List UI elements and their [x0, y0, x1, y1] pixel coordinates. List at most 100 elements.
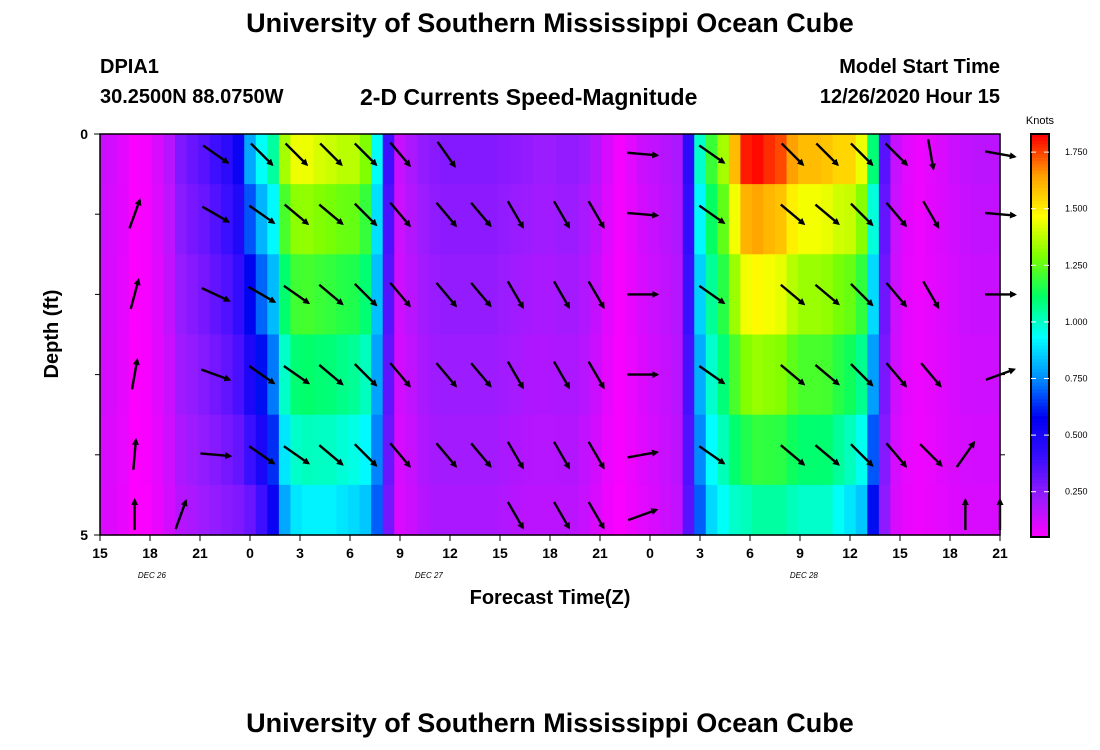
heatmap-cell: [890, 184, 903, 255]
heatmap-cell: [613, 414, 626, 486]
x-tick-label: 18: [942, 545, 958, 561]
heatmap-cell: [278, 414, 291, 486]
heatmap-cell: [751, 254, 765, 336]
heatmap-cell: [578, 484, 591, 536]
heatmap-cell: [509, 184, 522, 255]
heatmap-cell: [855, 184, 868, 255]
colorbar-segment: [1031, 140, 1049, 145]
heatmap-cell: [371, 134, 384, 185]
heatmap-cell: [382, 484, 395, 536]
colorbar-segment: [1031, 429, 1049, 434]
colorbar-segment: [1031, 382, 1049, 387]
heatmap-cell: [278, 184, 291, 255]
heatmap-cell: [948, 334, 961, 416]
heatmap-cell: [601, 184, 615, 255]
heatmap-cell: [659, 254, 672, 336]
heatmap-cell: [982, 414, 995, 486]
heatmap-cell: [532, 184, 545, 255]
current-vector: [885, 282, 908, 308]
heatmap-cell: [555, 184, 568, 255]
colorbar-segment: [1031, 275, 1049, 280]
colorbar-segment: [1031, 409, 1049, 414]
heatmap-cell: [694, 134, 707, 185]
colorbar-segment: [1031, 526, 1049, 531]
heatmap-cell: [532, 254, 545, 336]
x-axis-title: Forecast Time(Z): [470, 587, 631, 609]
heatmap-cell: [936, 254, 949, 336]
colorbar-segment: [1031, 217, 1049, 222]
x-tick-label: 9: [396, 545, 404, 561]
current-vector: [470, 362, 492, 388]
heatmap-cell: [798, 334, 811, 416]
colorbar-segment: [1031, 305, 1049, 310]
heatmap-cell: [278, 334, 291, 416]
heatmap-cell: [267, 254, 280, 336]
heatmap-cell: [140, 334, 153, 416]
current-vector: [250, 142, 274, 167]
heatmap-cell: [140, 414, 153, 486]
heatmap-cell: [498, 184, 511, 255]
current-vector: [780, 142, 805, 167]
heatmap-cell: [428, 184, 441, 255]
heatmap-cell: [648, 414, 661, 486]
heatmap-cell: [786, 484, 799, 536]
colorbar-segment: [1031, 432, 1049, 437]
colorbar-segment: [1031, 456, 1049, 461]
heatmap-cell: [175, 184, 188, 255]
heatmap-cell: [428, 484, 441, 536]
heatmap-cell: [971, 334, 984, 416]
colorbar-segment: [1031, 496, 1049, 501]
current-vector: [318, 364, 344, 386]
x-tick-label: 6: [346, 545, 354, 561]
heatmap-cell: [878, 334, 891, 416]
heatmap-cell: [844, 254, 857, 336]
heatmap-cell: [128, 134, 141, 185]
colorbar-frame: [1030, 133, 1050, 538]
colorbar-segment: [1031, 308, 1049, 313]
heatmap-cell: [821, 484, 834, 536]
heatmap-cell: [740, 254, 753, 336]
heatmap-cell: [451, 184, 465, 255]
heatmap-cell: [948, 134, 961, 185]
heatmap-cell: [567, 254, 580, 336]
current-vector: [885, 362, 908, 388]
heatmap-cell: [901, 134, 915, 185]
colorbar-segment: [1031, 489, 1049, 494]
heatmap-cell: [463, 484, 476, 536]
heatmap-cell: [728, 334, 741, 416]
heatmap-cell: [867, 414, 880, 486]
current-vector: [698, 445, 726, 465]
heatmap-cell: [290, 414, 303, 486]
heatmap-cell: [578, 134, 591, 185]
heatmap-cell: [394, 414, 407, 486]
heatmap-cell: [498, 334, 511, 416]
heatmap-cell: [809, 184, 822, 255]
heatmap-cell: [775, 414, 788, 486]
heatmap-cell: [475, 414, 488, 486]
heatmap-cell: [278, 134, 291, 185]
heatmap-cell: [198, 184, 211, 255]
heatmap-cell: [890, 484, 903, 536]
heatmap-cell: [786, 414, 799, 486]
colorbar-segment: [1031, 486, 1049, 491]
colorbar-segment: [1031, 335, 1049, 340]
heatmap-cell: [359, 484, 372, 536]
heatmap-cell: [348, 414, 361, 486]
colorbar-segment: [1031, 402, 1049, 407]
colorbar-segment: [1031, 268, 1049, 273]
model-start-label: Model Start Time: [839, 56, 1000, 78]
heatmap-cell: [348, 334, 361, 416]
heatmap-cell: [544, 484, 557, 536]
heatmap-cell: [117, 484, 130, 536]
current-vector: [885, 201, 908, 228]
heatmap-cell: [763, 184, 776, 255]
heatmap-cell: [648, 134, 661, 185]
current-vector: [850, 282, 874, 307]
heatmap-cell: [428, 334, 441, 416]
heatmap-cell: [867, 184, 880, 255]
colorbar-tick-label: 0.500: [1065, 430, 1088, 440]
heatmap-cell: [371, 184, 384, 255]
heatmap-cell: [740, 484, 753, 536]
heatmap-cell: [728, 134, 741, 185]
current-vector: [200, 368, 232, 382]
